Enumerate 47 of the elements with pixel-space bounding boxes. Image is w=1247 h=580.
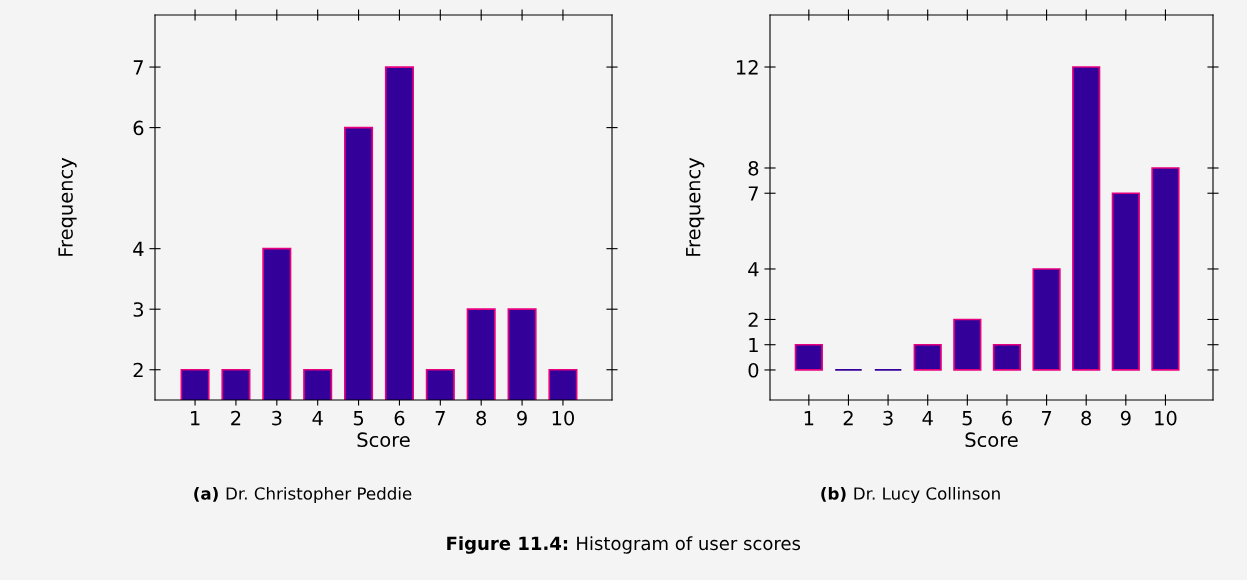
- bar: [1072, 66, 1101, 371]
- text: (b) Dr. Lucy Collinson: [821, 486, 1000, 504]
- y-tick-label: 2: [133, 362, 143, 378]
- x-tick-label: 4: [312, 411, 323, 426]
- x-tick-label: 3: [272, 410, 282, 426]
- bar: [1151, 167, 1180, 371]
- x-tick-label: 4: [922, 411, 933, 426]
- x-tick-label: 6: [394, 410, 405, 426]
- x-tick-label: 7: [1041, 411, 1052, 426]
- y-tick-label: 2: [748, 312, 758, 327]
- y-tick-label: 7: [133, 60, 143, 75]
- x-tick-label: 5: [962, 411, 972, 426]
- x-axis-title: Score: [965, 432, 1018, 448]
- x-tick-label: 8: [476, 410, 487, 426]
- bar: [913, 343, 942, 371]
- y-axis-title: Frequency: [58, 157, 77, 256]
- y-tick-label: 12: [736, 59, 758, 75]
- x-tick-label: 3: [883, 410, 893, 426]
- x-tick-label: 2: [843, 410, 853, 426]
- bar: [1111, 192, 1140, 371]
- y-tick-label: 4: [748, 262, 759, 277]
- x-tick-label: 1: [804, 411, 814, 426]
- y-tick-label: 1: [749, 337, 758, 353]
- y-tick-label: 8: [748, 160, 759, 176]
- x-tick-label: 9: [1120, 410, 1131, 426]
- x-tick-label: 7: [435, 411, 445, 426]
- x-tick-label: 1: [191, 411, 200, 426]
- bar: [992, 343, 1022, 371]
- x-tick-label: 9: [517, 410, 527, 426]
- x-tick-label: 10: [552, 410, 575, 426]
- y-tick-label: 4: [133, 241, 144, 257]
- caption: Figure 11.4: Histogram of user scores: [447, 536, 801, 554]
- bar: [1032, 268, 1061, 371]
- x-tick-label: 8: [1081, 410, 1092, 426]
- x-tick-label: 6: [1002, 410, 1012, 426]
- bar: [953, 318, 982, 371]
- y-tick-label: 0: [748, 362, 759, 378]
- x-tick-label: 5: [353, 411, 364, 426]
- y-axis-title: Frequency: [686, 157, 705, 256]
- text: (a) Dr. Christopher Peddie: [194, 486, 412, 504]
- y-tick-label: 7: [748, 186, 758, 201]
- x-tick-label: 2: [231, 410, 241, 426]
- bar: [794, 343, 823, 371]
- x-axis-title: Score: [357, 432, 410, 448]
- y-tick-label: 3: [133, 302, 144, 317]
- y-tick-label: 6: [133, 120, 144, 136]
- x-tick-label: 10: [1155, 410, 1177, 426]
